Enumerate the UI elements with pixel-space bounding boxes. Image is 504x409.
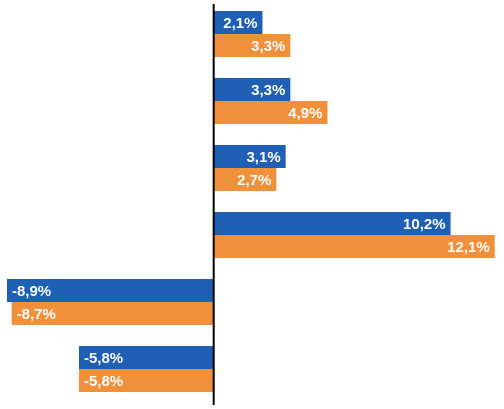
data-label-series2-3: 2,7%: [237, 172, 271, 189]
bar-series2-6: [78, 369, 214, 392]
bar-series2-5: [11, 302, 214, 325]
bar-series1-5: [6, 279, 214, 302]
bar-series2-3: [213, 168, 277, 191]
bar-series1-2: [213, 78, 291, 101]
bar-series1-4: [213, 212, 451, 235]
data-label-series1-1: 2,1%: [223, 15, 257, 32]
bars-layer: [6, 11, 495, 392]
bar-series1-3: [213, 145, 286, 168]
bar-series1-6: [78, 346, 214, 369]
data-label-series2-2: 4,9%: [288, 105, 322, 122]
data-label-series2-4: 12,1%: [447, 239, 490, 256]
data-labels-layer: 2,1%3,3%3,1%10,2%-8,9%-5,8%3,3%4,9%2,7%1…: [12, 15, 490, 390]
data-label-series1-2: 3,3%: [251, 82, 285, 99]
data-label-series1-5: -8,9%: [12, 283, 51, 300]
data-label-series1-4: 10,2%: [403, 216, 446, 233]
bar-series2-4: [213, 235, 495, 258]
bar-series1-1: [213, 11, 263, 34]
data-label-series1-3: 3,1%: [246, 149, 280, 166]
data-label-series2-5: -8,7%: [17, 306, 56, 323]
data-label-series2-1: 3,3%: [251, 38, 285, 55]
bar-series2-2: [213, 101, 328, 124]
bar-series2-1: [213, 34, 291, 57]
data-label-series1-6: -5,8%: [84, 350, 123, 367]
data-label-series2-6: -5,8%: [84, 373, 123, 390]
